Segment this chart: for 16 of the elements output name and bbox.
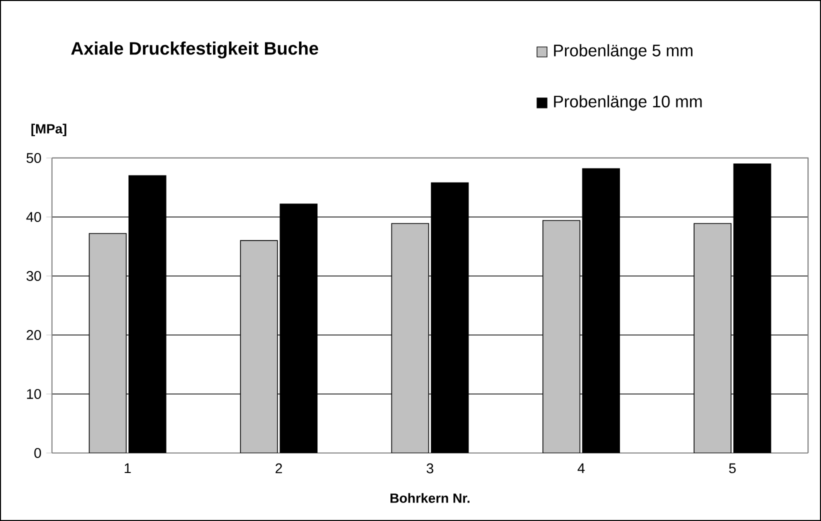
x-tick-label: 2 <box>276 463 282 474</box>
x-tick-label: 4 <box>578 463 585 474</box>
y-tick-label: 20 <box>26 330 42 340</box>
x-tick-label: 3 <box>426 463 434 474</box>
legend-label: Probenlänge 10 mm <box>554 95 702 111</box>
y-tick-label: 30 <box>26 271 42 281</box>
y-axis-title: [MPa] <box>31 124 66 136</box>
y-tick-label: 40 <box>26 212 42 222</box>
y-tick-label: 10 <box>27 389 42 399</box>
y-tick-label: 50 <box>26 153 42 163</box>
legend-label: Probenlänge 5 mm <box>554 44 692 60</box>
y-tick-label: 0 <box>34 448 42 458</box>
chart-title: Axiale Druckfestigkeit Buche <box>71 42 318 58</box>
x-axis-title: Bohrkern Nr. <box>390 493 470 503</box>
x-tick-label: 1 <box>124 463 131 474</box>
x-tick-label: 5 <box>729 463 736 474</box>
